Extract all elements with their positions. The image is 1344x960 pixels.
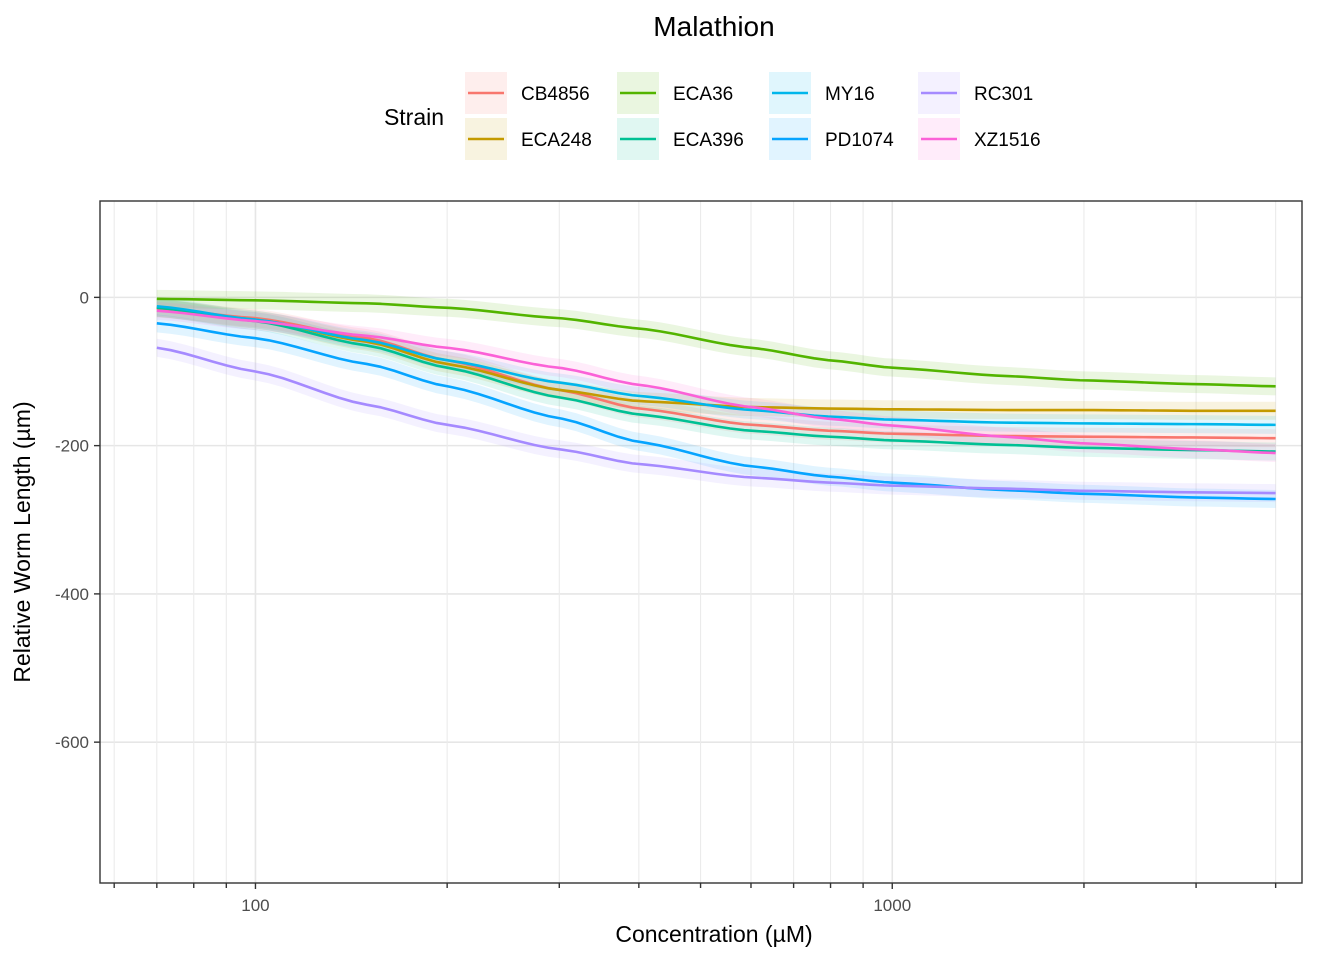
legend-item: ECA396 xyxy=(617,118,744,160)
series-line xyxy=(156,346,1276,495)
confidence-band xyxy=(156,301,1276,463)
axes: 0 -200 -400 -600 100 1000 xyxy=(55,288,1277,915)
y-tick-label: 0 xyxy=(80,288,89,307)
y-tick-label: -600 xyxy=(55,733,89,752)
series-line xyxy=(156,304,1276,427)
legend-label: PD1074 xyxy=(825,130,894,151)
legend-label: ECA396 xyxy=(673,130,744,151)
legend: CB4856 ECA248 ECA36 ECA396 MY16 PD1074 RC301 XZ… xyxy=(465,72,1041,160)
legend-item: PD1074 xyxy=(769,118,894,160)
x-tick-label: 1000 xyxy=(873,896,911,915)
series-lines xyxy=(156,297,1276,501)
grid xyxy=(100,201,1302,883)
legend-label: RC301 xyxy=(974,84,1033,105)
confidence-band xyxy=(156,298,1276,420)
legend-item: RC301 xyxy=(918,72,1033,114)
series-line xyxy=(156,322,1276,501)
legend-title: Strain xyxy=(384,104,444,130)
legend-item: XZ1516 xyxy=(918,118,1041,160)
legend-item: ECA248 xyxy=(465,118,592,160)
confidence-band xyxy=(156,299,1276,448)
series-line xyxy=(156,297,1276,388)
y-tick-label: -200 xyxy=(55,437,89,456)
legend-label: MY16 xyxy=(825,84,875,105)
legend-item: CB4856 xyxy=(465,72,590,114)
series-line xyxy=(156,309,1276,455)
y-axis-title: Relative Worm Length (µm) xyxy=(9,401,35,682)
confidence-band xyxy=(156,314,1276,508)
legend-label: CB4856 xyxy=(521,84,590,105)
confidence-band xyxy=(156,338,1276,503)
x-tick-label: 100 xyxy=(241,896,269,915)
legend-label: ECA36 xyxy=(673,84,733,105)
series-line xyxy=(156,306,1276,453)
chart-title: Malathion xyxy=(653,11,774,42)
y-tick-label: -400 xyxy=(55,585,89,604)
legend-item: MY16 xyxy=(769,72,875,114)
legend-label: XZ1516 xyxy=(974,130,1041,151)
legend-label: ECA248 xyxy=(521,130,592,151)
confidence-band xyxy=(156,298,1276,461)
x-axis-title: Concentration (µM) xyxy=(615,921,812,947)
legend-item: ECA36 xyxy=(617,72,733,114)
